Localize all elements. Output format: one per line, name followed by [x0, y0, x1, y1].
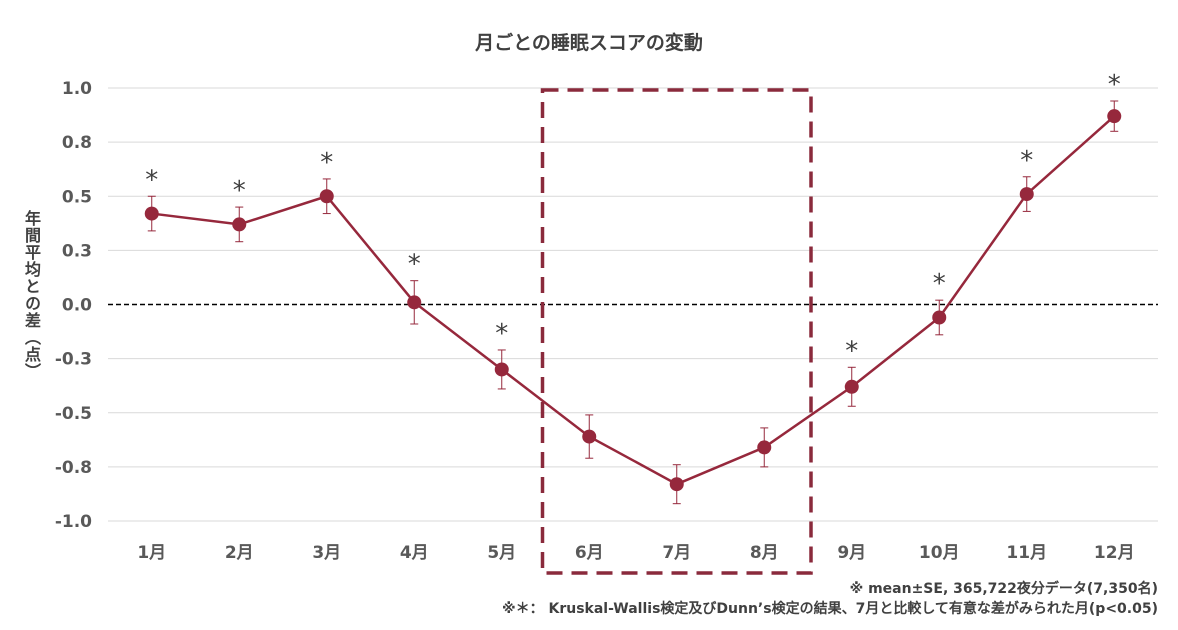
- x-tick-label: 2月: [225, 543, 254, 563]
- error-bars: [147, 100, 1119, 505]
- y-tick-label: 0.3: [62, 241, 92, 261]
- series-polyline: [151, 115, 1116, 486]
- gridlines: [108, 87, 1158, 522]
- data-point: [319, 189, 334, 204]
- significance-marker: *: [1108, 70, 1121, 100]
- footnote-significance: ※＊： Kruskal-Wallis検定及びDunn’s検定の結果、7月と比較し…: [502, 601, 1158, 617]
- data-point: [669, 477, 684, 492]
- data-point: [144, 206, 159, 221]
- data-point: [932, 310, 947, 325]
- y-axis-label: 年間平均との差（点）: [22, 210, 41, 380]
- data-point: [582, 429, 597, 444]
- x-tick-label: 4月: [400, 543, 429, 563]
- significance-marker: *: [145, 165, 158, 195]
- x-tick-label: 9月: [837, 543, 866, 563]
- chart-title: 月ごとの睡眠スコアの変動: [475, 32, 703, 54]
- significance-marker: *: [845, 336, 858, 366]
- x-tick-label: 3月: [312, 543, 341, 563]
- x-tick-label: 5月: [487, 543, 516, 563]
- significance-marker: *: [233, 176, 246, 206]
- highlight-box: [540, 88, 813, 575]
- significance-marker: *: [408, 250, 421, 280]
- y-tick-label: -0.5: [55, 404, 92, 424]
- data-point: [757, 440, 772, 455]
- data-point: [1019, 187, 1034, 202]
- x-tick-label: 12月: [1094, 543, 1135, 563]
- significance-markers: * * * * * * * * *: [145, 70, 1121, 366]
- highlight-rect: [540, 88, 813, 575]
- significance-marker: *: [933, 269, 946, 299]
- y-tick-labels: 1.0 0.8 0.5 0.3 0.0 -0.3 -0.5 -0.8 -1.0: [55, 79, 92, 532]
- x-tick-label: 8月: [750, 543, 779, 563]
- y-tick-label: 1.0: [62, 79, 92, 99]
- y-tick-label: -1.0: [55, 512, 92, 532]
- y-tick-label: 0.8: [62, 133, 92, 153]
- y-tick-label: 0.5: [62, 187, 92, 207]
- footnote-mean-se: ※ mean±SE, 365,722夜分データ(7,350名): [849, 581, 1158, 597]
- x-tick-label: 7月: [662, 543, 691, 563]
- y-tick-label: 0.0: [62, 296, 92, 316]
- data-point: [494, 362, 509, 377]
- data-point: [844, 379, 859, 394]
- x-tick-label: 6月: [575, 543, 604, 563]
- y-tick-label: -0.3: [55, 350, 92, 370]
- significance-marker: *: [495, 319, 508, 349]
- y-tick-label: -0.8: [55, 458, 92, 478]
- x-tick-label: 11月: [1006, 543, 1047, 563]
- x-tick-label: 1月: [137, 543, 166, 563]
- x-tick-label: 10月: [919, 543, 960, 563]
- x-tick-labels: 1月 2月 3月 4月 5月 6月 7月 8月 9月 10月 11月 12月: [137, 543, 1134, 563]
- series-line: [151, 115, 1116, 486]
- data-point: [232, 217, 247, 232]
- significance-marker: *: [320, 148, 333, 178]
- significance-marker: *: [1020, 146, 1033, 176]
- data-point: [407, 295, 422, 310]
- data-point: [1107, 109, 1122, 124]
- data-points: [144, 109, 1122, 492]
